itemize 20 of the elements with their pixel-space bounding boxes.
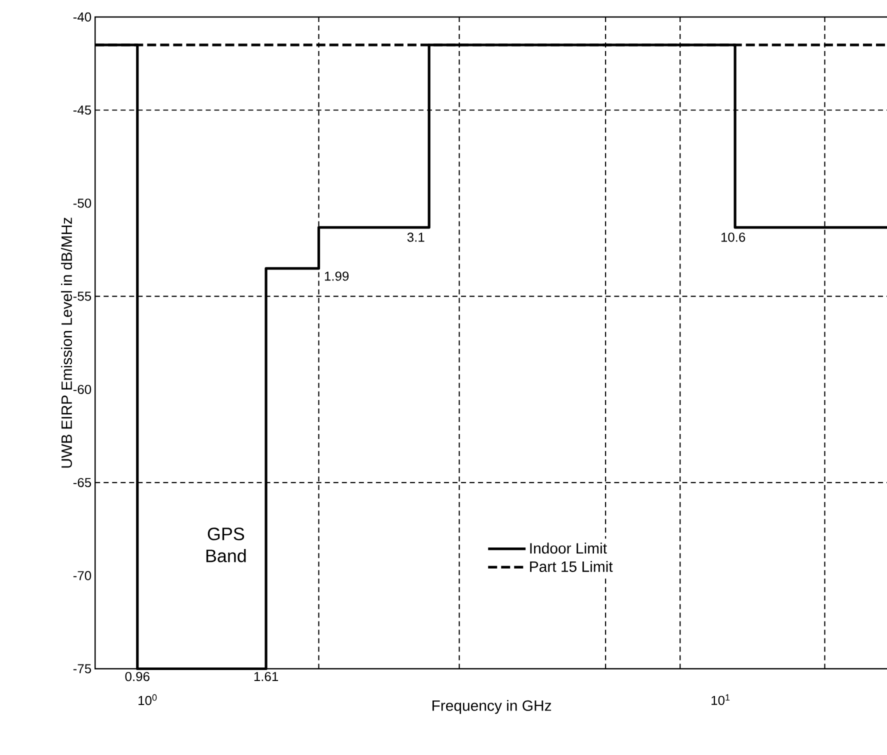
annotation: GPS Band	[206, 528, 246, 562]
y-tick-label: -45	[73, 106, 92, 115]
y-tick-label: -50	[73, 198, 92, 208]
y-tick-label: -65	[73, 478, 92, 488]
x-axis-title: Frequency in GHz	[432, 700, 552, 714]
y-tick-label: -40	[73, 12, 92, 22]
y-tick-label: -60	[73, 384, 92, 394]
annotation: 10.6	[721, 232, 746, 242]
annotation: 3.1	[407, 232, 424, 242]
legend-label: Indoor Limit	[530, 542, 607, 554]
x-tick-label: 10$^{1}$	[712, 694, 730, 706]
y-axis-title: UWB EIRP Emission Level in dB/MHz	[61, 218, 72, 468]
y-tick-label: -75	[73, 664, 92, 674]
y-tick-label: -55	[73, 292, 92, 301]
legend-label: Part 15 Limit	[530, 561, 613, 572]
annotation: 0.96	[125, 672, 150, 682]
x-tick-label: 10$^{0}$	[138, 694, 157, 706]
annotation: 1.99	[324, 272, 349, 281]
annotation: 1.61	[254, 672, 278, 682]
y-tick-label: -70	[73, 571, 92, 580]
